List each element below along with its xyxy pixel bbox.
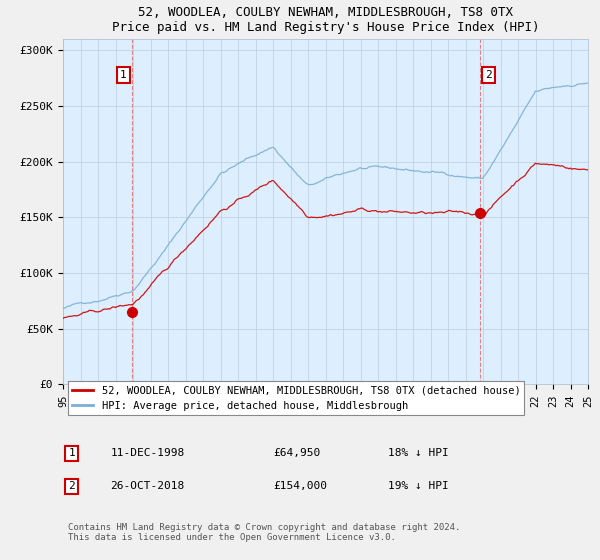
Text: 11-DEC-1998: 11-DEC-1998 <box>110 449 185 459</box>
Text: Contains HM Land Registry data © Crown copyright and database right 2024.
This d: Contains HM Land Registry data © Crown c… <box>68 522 461 542</box>
Text: £64,950: £64,950 <box>273 449 320 459</box>
Text: 1: 1 <box>68 449 75 459</box>
Legend: 52, WOODLEA, COULBY NEWHAM, MIDDLESBROUGH, TS8 0TX (detached house), HPI: Averag: 52, WOODLEA, COULBY NEWHAM, MIDDLESBROUG… <box>68 381 524 415</box>
Text: 26-OCT-2018: 26-OCT-2018 <box>110 482 185 491</box>
Text: 1: 1 <box>120 70 127 80</box>
Title: 52, WOODLEA, COULBY NEWHAM, MIDDLESBROUGH, TS8 0TX
Price paid vs. HM Land Regist: 52, WOODLEA, COULBY NEWHAM, MIDDLESBROUG… <box>112 6 539 34</box>
Text: 2: 2 <box>68 482 75 491</box>
Text: 19% ↓ HPI: 19% ↓ HPI <box>389 482 449 491</box>
Text: 18% ↓ HPI: 18% ↓ HPI <box>389 449 449 459</box>
Text: 2: 2 <box>485 70 492 80</box>
Text: £154,000: £154,000 <box>273 482 327 491</box>
